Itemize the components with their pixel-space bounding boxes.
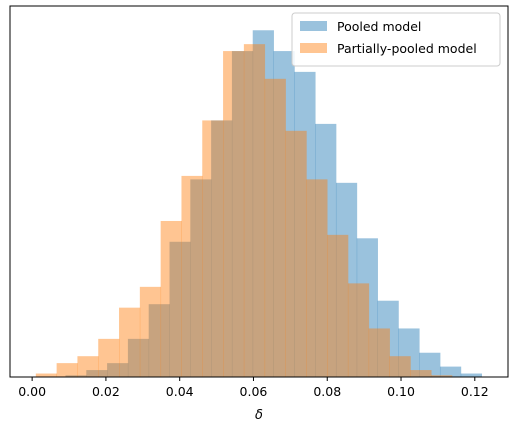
histogram-bar-series-0-bin-13: [315, 123, 337, 377]
x-tick-label: 0.02: [92, 384, 120, 399]
histogram-bar-series-0-bin-12: [294, 71, 316, 377]
histogram-bar-series-0-bin-4: [127, 338, 150, 377]
histogram-bar-series-1-bin-9: [223, 51, 245, 377]
histogram-bar-series-0-bin-14: [335, 182, 358, 377]
histogram-bar-series-0-bin-19: [439, 366, 462, 377]
histogram-bar-series-1-bin-16: [368, 328, 390, 377]
histogram-bar-series-0-bin-18: [419, 352, 441, 377]
histogram-bar-series-1-bin-0: [35, 373, 58, 377]
x-tick-label: 0.12: [461, 384, 489, 399]
histogram-bar-series-0-bin-8: [211, 120, 233, 377]
histogram-bar-series-1-bin-8: [202, 120, 224, 377]
histogram-bar-series-1-bin-5: [139, 286, 162, 377]
histogram-bar-series-1-bin-15: [347, 283, 370, 377]
histogram-bar-series-1-bin-6: [160, 220, 182, 377]
legend: Pooled model Partially-pooled model: [291, 12, 501, 67]
histogram-bar-series-1-bin-12: [285, 130, 307, 377]
plot-area: [35, 30, 482, 378]
histogram-bar-series-0-bin-9: [231, 51, 254, 377]
histogram-bar-series-1-bin-19: [431, 375, 453, 377]
x-tick-label: 0.10: [387, 384, 415, 399]
x-tick-label: 0.04: [166, 384, 194, 399]
histogram-bar-series-0-bin-11: [273, 51, 295, 377]
x-tick-label: 0.00: [18, 384, 46, 399]
histogram-bar-series-1-bin-18: [410, 370, 432, 377]
legend-swatch-pooled: [300, 21, 327, 31]
histogram-bar-series-1-bin-3: [98, 338, 120, 377]
legend-label-partially-pooled: Partially-pooled model: [337, 41, 477, 56]
histogram-bar-series-1-bin-17: [389, 356, 411, 377]
x-axis-ticks: 0.00 0.02 0.04 0.06 0.08 0.10 0.12: [18, 377, 489, 399]
x-axis-label: δ: [255, 408, 263, 423]
x-tick-label: 0.06: [240, 384, 268, 399]
histogram-bar-series-1-bin-14: [327, 234, 349, 377]
legend-label-pooled: Pooled model: [337, 19, 421, 34]
histogram-bar-series-0-bin-5: [148, 304, 170, 377]
axes-frame: [9, 5, 509, 378]
histogram-bar-series-0-bin-16: [377, 300, 399, 377]
histogram-bar-series-1-bin-11: [264, 78, 286, 378]
legend-box: [291, 12, 501, 67]
histogram-bar-series-1-bin-10: [243, 44, 266, 377]
legend-swatch-partially-pooled: [300, 43, 327, 53]
histogram-bar-series-0-bin-17: [398, 328, 420, 377]
histogram-bar-series-1-bin-1: [56, 363, 78, 377]
x-tick-label: 0.08: [313, 384, 341, 399]
histogram-bar-series-0-bin-1: [65, 375, 87, 377]
histogram-bar-series-0-bin-7: [190, 179, 212, 377]
histogram-bar-series-0-bin-3: [107, 363, 129, 377]
histogram-bar-series-0-bin-15: [356, 238, 378, 377]
histogram-bar-series-0-bin-6: [169, 241, 191, 377]
histogram-bar-series-0-bin-10: [252, 30, 274, 378]
histogram-bar-series-0-bin-20: [460, 373, 482, 377]
histogram-bar-series-1-bin-7: [181, 175, 203, 377]
histogram-bar-series-1-bin-4: [119, 307, 141, 377]
histogram-bar-series-0-bin-2: [86, 370, 108, 377]
histogram-bar-series-1-bin-2: [77, 356, 99, 377]
histogram-bar-series-1-bin-13: [306, 179, 328, 377]
